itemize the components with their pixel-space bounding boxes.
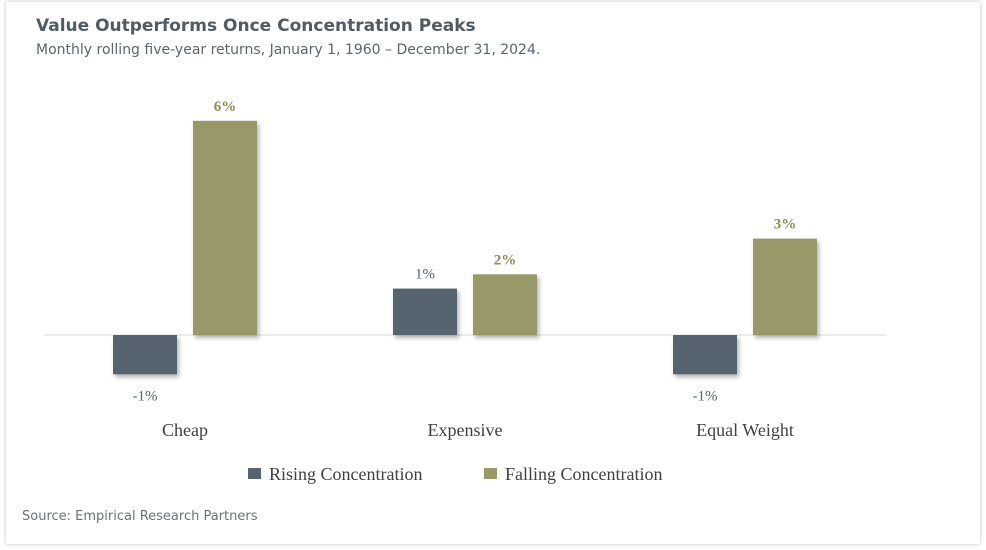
bar-falling	[753, 238, 817, 335]
legend-swatch	[484, 468, 497, 479]
legend-label: Rising Concentration	[269, 464, 422, 484]
data-label: 3%	[774, 217, 797, 233]
data-label: 1%	[415, 267, 435, 283]
source-note: Source: Empirical Research Partners	[22, 509, 258, 524]
bar-falling	[473, 274, 537, 335]
chart-subtitle: Monthly rolling five-year returns, Janua…	[36, 42, 541, 58]
legend-label: Falling Concentration	[505, 464, 662, 484]
data-label: 6%	[214, 99, 237, 115]
legend: Rising Concentration Falling Concentratio…	[248, 464, 662, 484]
chart-title: Value Outperforms Once Concentration Pea…	[36, 16, 476, 36]
category-label: Cheap	[162, 420, 208, 440]
category-label: Equal Weight	[696, 420, 794, 440]
data-label: -1%	[133, 388, 158, 404]
data-label: 2%	[494, 252, 517, 268]
bar-rising	[393, 288, 457, 335]
chart-frame	[6, 2, 980, 544]
data-label: -1%	[693, 388, 718, 404]
category-label: Expensive	[428, 420, 503, 440]
bar-rising	[113, 335, 177, 375]
bar-rising	[673, 335, 737, 375]
legend-swatch	[248, 468, 261, 479]
bar-falling	[193, 120, 257, 335]
